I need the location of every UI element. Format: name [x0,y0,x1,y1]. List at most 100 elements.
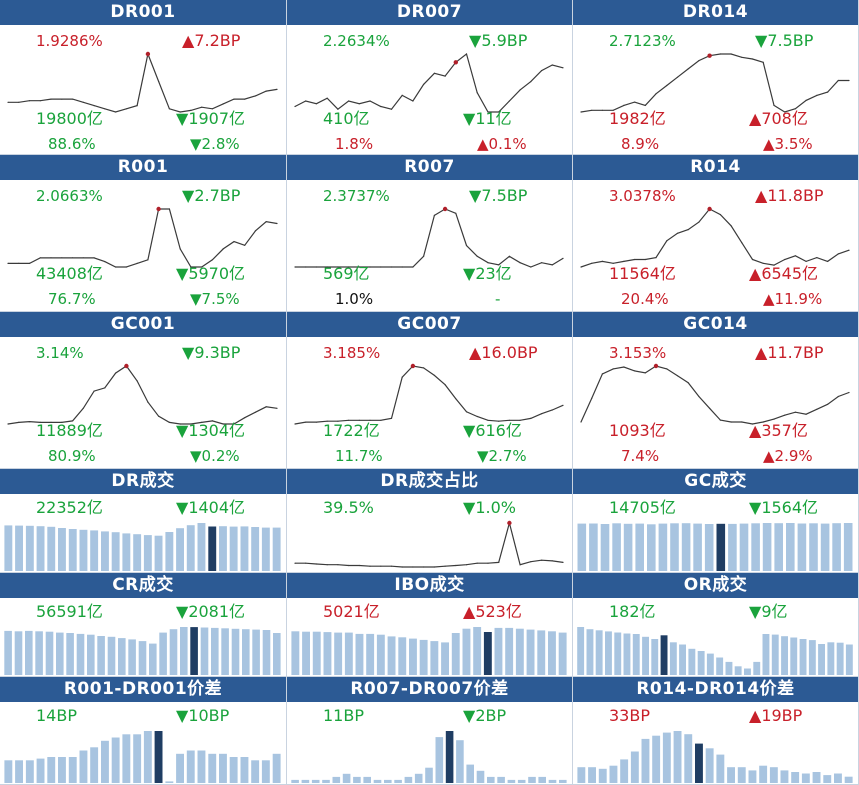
data-point [423,566,425,568]
data-point [348,266,350,268]
data-point [455,398,457,400]
data-point [28,262,31,264]
panel-r001: R001 2.0663% ▼2.7BP 43408亿 ▼5970亿 76.7% ▼7.5% [0,155,287,312]
data-point [294,266,296,268]
data-point [423,83,425,85]
data-point [72,257,74,259]
data-point [784,258,786,261]
series-line [294,52,564,113]
bar [577,767,586,783]
bar [14,631,23,675]
data-point [18,421,20,423]
share-change: ▼0.2% [190,447,240,465]
data-point [751,258,754,261]
chart-gc [577,523,853,571]
panel-title: DR成交占比 [287,469,572,494]
data-point [50,98,52,100]
share-change-value: - [495,290,501,308]
data-point [551,409,553,411]
data-point [476,562,478,564]
rate-change: ▼2.7BP [182,187,240,205]
bar [159,632,167,675]
data-point [541,413,543,415]
bar [4,630,12,675]
arrow-up-icon: ▲ [469,343,482,362]
data-point [358,266,360,268]
data-point [423,255,425,257]
rate-change-value: 11.7BP [767,343,824,362]
data-point [805,99,807,101]
data-point [773,104,775,106]
bar [197,750,206,783]
data-point [530,561,532,563]
panel-title: DR成交 [0,469,286,494]
data-point [530,266,532,268]
data-point [519,564,521,566]
data-point [541,262,543,264]
panel-r007: R007 2.3737% ▼7.5BP 569亿 ▼23亿 1.0% - [287,155,573,312]
bar [180,627,188,675]
rate-value: 2.3737% [323,187,390,205]
highlight-bar [445,731,454,783]
bar [353,776,361,783]
data-point [380,266,382,268]
data-point [698,221,700,223]
bar [342,773,351,783]
bar [791,772,800,783]
rate-value: 2.2634% [323,32,390,50]
bar [716,754,725,783]
bar [588,767,596,783]
data-point [82,101,84,103]
data-point [265,406,267,408]
bar [376,634,385,675]
data-point [444,565,446,567]
bar [734,666,742,675]
bar [4,760,13,783]
share-change: ▼2.8% [190,135,240,153]
bar [462,628,471,675]
panel-title: GC014 [573,312,858,337]
bar [45,631,54,675]
data-point [730,421,732,423]
data-point [465,53,468,55]
bar [762,634,770,675]
data-point [369,565,371,567]
share-value-value: 80.9% [48,447,96,465]
data-point [337,564,339,566]
bar [384,779,392,783]
bar [261,760,270,783]
volume-change: ▼1907亿 [176,110,245,128]
data-point [666,240,668,242]
bar [466,764,474,783]
data-point [444,75,446,77]
change-value: 1404亿 [188,498,246,517]
data-point [190,266,192,268]
panel-r001-dr001: R001-DR001价差 14BP ▼10BP [0,677,287,785]
bar [302,631,310,675]
chart-ibo [291,627,567,675]
bar [797,523,807,571]
data-point [244,417,246,419]
data-point [147,401,149,403]
bar [836,642,844,675]
chart-r014-dr014 [577,731,853,783]
data-point [709,407,711,409]
bar [526,629,535,675]
data-point [244,98,246,100]
data-point [487,419,489,421]
data-point [837,253,839,255]
bar [111,737,120,783]
latest-point [707,206,712,212]
rate-change: ▼5.9BP [469,32,527,50]
arrow-up-icon: ▲ [749,421,762,440]
volume-change-value: 11亿 [475,109,512,128]
bar [744,668,751,675]
data-point [369,266,371,268]
arrow-down-icon: ▼ [176,498,189,517]
volume-change: ▼5970亿 [176,265,245,283]
rate-change-value: 16.0BP [481,343,538,362]
bar [612,523,621,571]
bar [242,629,250,675]
share-change: ▼7.5% [190,290,240,308]
data-point [265,90,267,92]
